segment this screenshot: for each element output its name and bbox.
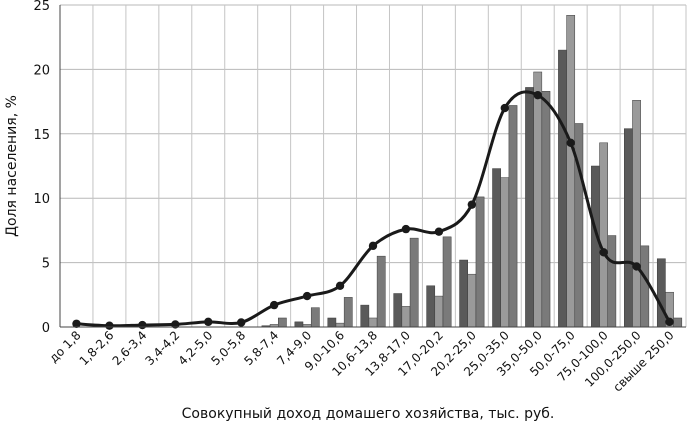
bar-series-2 <box>599 142 608 328</box>
x-tick-label: 5,0-5,8 <box>208 328 248 368</box>
bar-series-1 <box>624 128 633 328</box>
y-tick-label: 20 <box>33 63 50 78</box>
x-axis-title: Совокупный доход домашего хозяйства, тыс… <box>182 406 555 422</box>
x-tick-label: 4,2-5,0 <box>175 328 215 368</box>
bar-series-1 <box>591 165 600 328</box>
bar-series-1 <box>459 259 468 328</box>
y-tick-label: 15 <box>33 128 50 143</box>
bar-series-3 <box>343 297 353 328</box>
line-series-point <box>335 281 345 290</box>
bar-series-2 <box>632 100 641 328</box>
line-series-point <box>632 262 641 271</box>
x-tick-label: 5,8-7,4 <box>241 328 281 368</box>
y-tick-labels: 0 5 10 15 20 25 <box>33 0 50 336</box>
y-tick-label: 0 <box>42 321 50 336</box>
bar-series-3 <box>409 237 419 328</box>
x-tick-labels: до 1,81,8-2,62,6-3,43,4-4,24,2-5,05,0-5,… <box>46 328 676 394</box>
bar-series-2 <box>401 306 411 328</box>
bar-series-1 <box>360 304 370 328</box>
bar-series-3 <box>475 196 485 328</box>
x-tick-label: 2,6-3,4 <box>110 328 150 368</box>
bar-series-2 <box>566 15 576 328</box>
bar-series-2 <box>434 295 444 328</box>
bar-series-3 <box>442 236 452 328</box>
x-tick-label: 1,8-2,6 <box>77 328 117 368</box>
line-series-point <box>72 319 81 328</box>
bar-series-3 <box>541 91 551 328</box>
bar-series-group <box>261 15 683 328</box>
line-series-point <box>500 103 509 113</box>
bar-series-3 <box>640 245 650 328</box>
bar-series-2 <box>368 317 378 328</box>
line-series-point <box>204 317 213 327</box>
y-tick-label: 10 <box>33 192 50 207</box>
bar-series-1 <box>327 317 337 328</box>
bar-series-3 <box>376 255 386 328</box>
line-series-point <box>599 248 608 257</box>
bar-series-3 <box>607 235 617 328</box>
line-series-point <box>401 224 411 234</box>
bar-series-1 <box>492 168 501 328</box>
line-series-point <box>269 300 279 310</box>
line-series-point <box>665 317 674 327</box>
bar-series-2 <box>335 322 345 328</box>
bar-series-1 <box>656 258 666 328</box>
bar-series-3 <box>310 307 320 328</box>
bar-series-2 <box>467 273 477 328</box>
bar-series-1 <box>393 293 403 328</box>
line-series-point <box>533 90 542 100</box>
bar-series-1 <box>525 87 534 328</box>
y-tick-label: 25 <box>33 0 50 14</box>
line-series-point <box>105 321 114 330</box>
y-tick-label: 5 <box>42 257 50 272</box>
line-series-point <box>467 200 477 209</box>
y-axis-title: Доля населения, % <box>4 95 20 237</box>
axes <box>59 5 686 328</box>
line-series-point <box>368 241 378 251</box>
x-tick-label: 3,4-4,2 <box>142 328 182 368</box>
line-series-point <box>434 227 444 236</box>
grid-lines <box>59 4 687 328</box>
line-series-point <box>138 320 147 330</box>
bar-series-2 <box>533 71 543 328</box>
line-series-point <box>237 318 246 327</box>
line-series-point <box>566 138 575 148</box>
bar-series-3 <box>508 105 518 328</box>
bar-series-1 <box>558 49 567 328</box>
bar-series-1 <box>294 321 304 328</box>
line-series-point <box>302 291 312 301</box>
line-series-group <box>72 90 674 330</box>
bar-series-1 <box>426 285 436 328</box>
bar-series-3 <box>673 317 683 328</box>
bar-series-3 <box>278 317 287 328</box>
bar-series-2 <box>500 177 510 328</box>
